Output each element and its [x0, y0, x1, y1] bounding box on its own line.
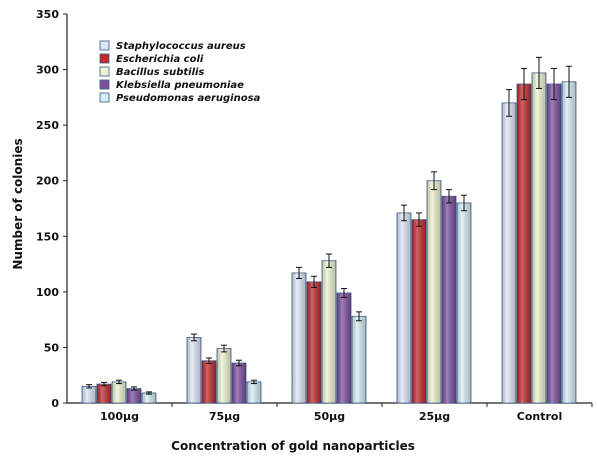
bar-shading	[337, 292, 351, 403]
legend: Staphylococcus aureus Escherichia coli Bac…	[99, 40, 261, 104]
bar-shading	[412, 219, 426, 403]
y-tick-label: 50	[44, 341, 60, 354]
bar-shading	[142, 392, 156, 403]
bar-shading	[427, 180, 441, 403]
legend-swatch	[99, 40, 110, 51]
legend-label: Klebsiella pneumoniae	[116, 80, 244, 91]
bar-shading	[292, 272, 306, 403]
legend-swatch	[99, 92, 110, 103]
legend-swatch	[99, 66, 110, 77]
x-tick-label: 100µg	[100, 410, 139, 423]
bar-shading	[517, 84, 531, 404]
legend-swatch	[99, 53, 110, 64]
y-tick-label: 100	[36, 286, 59, 299]
bar-shading	[352, 316, 366, 403]
bar-shading	[397, 212, 411, 403]
bar-shading	[187, 337, 201, 403]
bar-shading	[247, 381, 261, 403]
bar-shading	[202, 360, 216, 403]
y-axis-title: Number of colonies	[11, 138, 25, 269]
bar-shading	[322, 260, 336, 403]
bar-shading	[82, 386, 96, 403]
bar-shading	[547, 84, 561, 404]
x-axis-title: Concentration of gold nanoparticles	[171, 439, 415, 453]
bars	[81, 56, 577, 404]
legend-label: Staphylococcus aureus	[116, 41, 246, 52]
x-tick-label: 25µg	[419, 410, 450, 423]
legend-swatch	[99, 79, 110, 90]
bar-shading	[217, 348, 231, 403]
bar-shading	[442, 196, 456, 403]
bar-shading	[562, 81, 576, 403]
y-tick-label: 350	[36, 8, 59, 21]
y-tick-label: 150	[36, 230, 59, 243]
legend-label: Bacillus subtilis	[116, 67, 204, 78]
bar-shading	[502, 102, 516, 404]
bar-shading	[112, 381, 126, 403]
bar-shading	[307, 281, 321, 403]
bar-shading	[232, 362, 246, 403]
legend-label: Escherichia coli	[116, 54, 204, 65]
y-tick-label: 200	[36, 175, 59, 188]
bar-shading	[532, 72, 546, 404]
bar-shading	[97, 384, 111, 403]
y-tick-label: 300	[36, 64, 59, 77]
x-tick-label: 50µg	[314, 410, 345, 423]
bar-shading	[127, 388, 141, 403]
x-tick-label: Control	[517, 410, 562, 423]
legend-label: Pseudomonas aeruginosa	[116, 93, 261, 104]
x-tick-label: 75µg	[209, 410, 240, 423]
bar-shading	[457, 202, 471, 403]
y-tick-label: 250	[36, 119, 59, 132]
y-tick-label: 0	[51, 397, 59, 410]
